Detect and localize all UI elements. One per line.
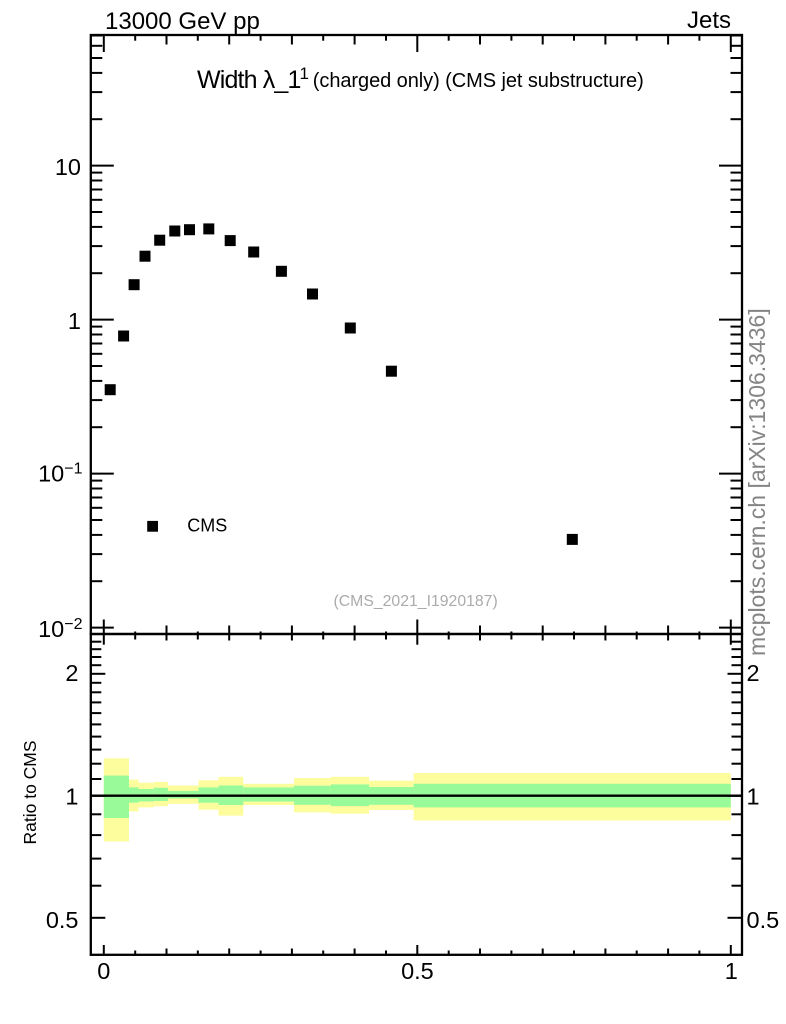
svg-text:0: 0 bbox=[97, 958, 110, 984]
svg-text:1: 1 bbox=[747, 784, 760, 810]
svg-text:1: 1 bbox=[300, 64, 309, 83]
svg-text:Width λ_1: Width λ_1 bbox=[197, 66, 301, 94]
svg-text:1: 1 bbox=[68, 308, 81, 334]
svg-text:2: 2 bbox=[65, 660, 78, 686]
svg-text:0.5: 0.5 bbox=[46, 907, 79, 933]
svg-text:2: 2 bbox=[747, 660, 760, 686]
svg-text:(CMS_2021_I1920187): (CMS_2021_I1920187) bbox=[334, 593, 498, 610]
svg-text:1: 1 bbox=[725, 958, 738, 984]
svg-text:0.5: 0.5 bbox=[747, 907, 780, 933]
svg-text:(charged only) (CMS jet substr: (charged only) (CMS jet substructure) bbox=[313, 70, 644, 92]
svg-text:Jets: Jets bbox=[687, 7, 731, 34]
svg-text:CMS: CMS bbox=[187, 516, 227, 536]
svg-text:10: 10 bbox=[55, 154, 81, 180]
svg-text:13000 GeV pp: 13000 GeV pp bbox=[105, 8, 260, 35]
svg-text:mcplots.cern.ch [arXiv:1306.34: mcplots.cern.ch [arXiv:1306.3436] bbox=[744, 308, 770, 656]
svg-text:Ratio to CMS: Ratio to CMS bbox=[20, 740, 40, 844]
svg-text:0.5: 0.5 bbox=[401, 958, 434, 984]
svg-text:1: 1 bbox=[65, 784, 78, 810]
svg-text:10−2: 10−2 bbox=[38, 616, 82, 642]
